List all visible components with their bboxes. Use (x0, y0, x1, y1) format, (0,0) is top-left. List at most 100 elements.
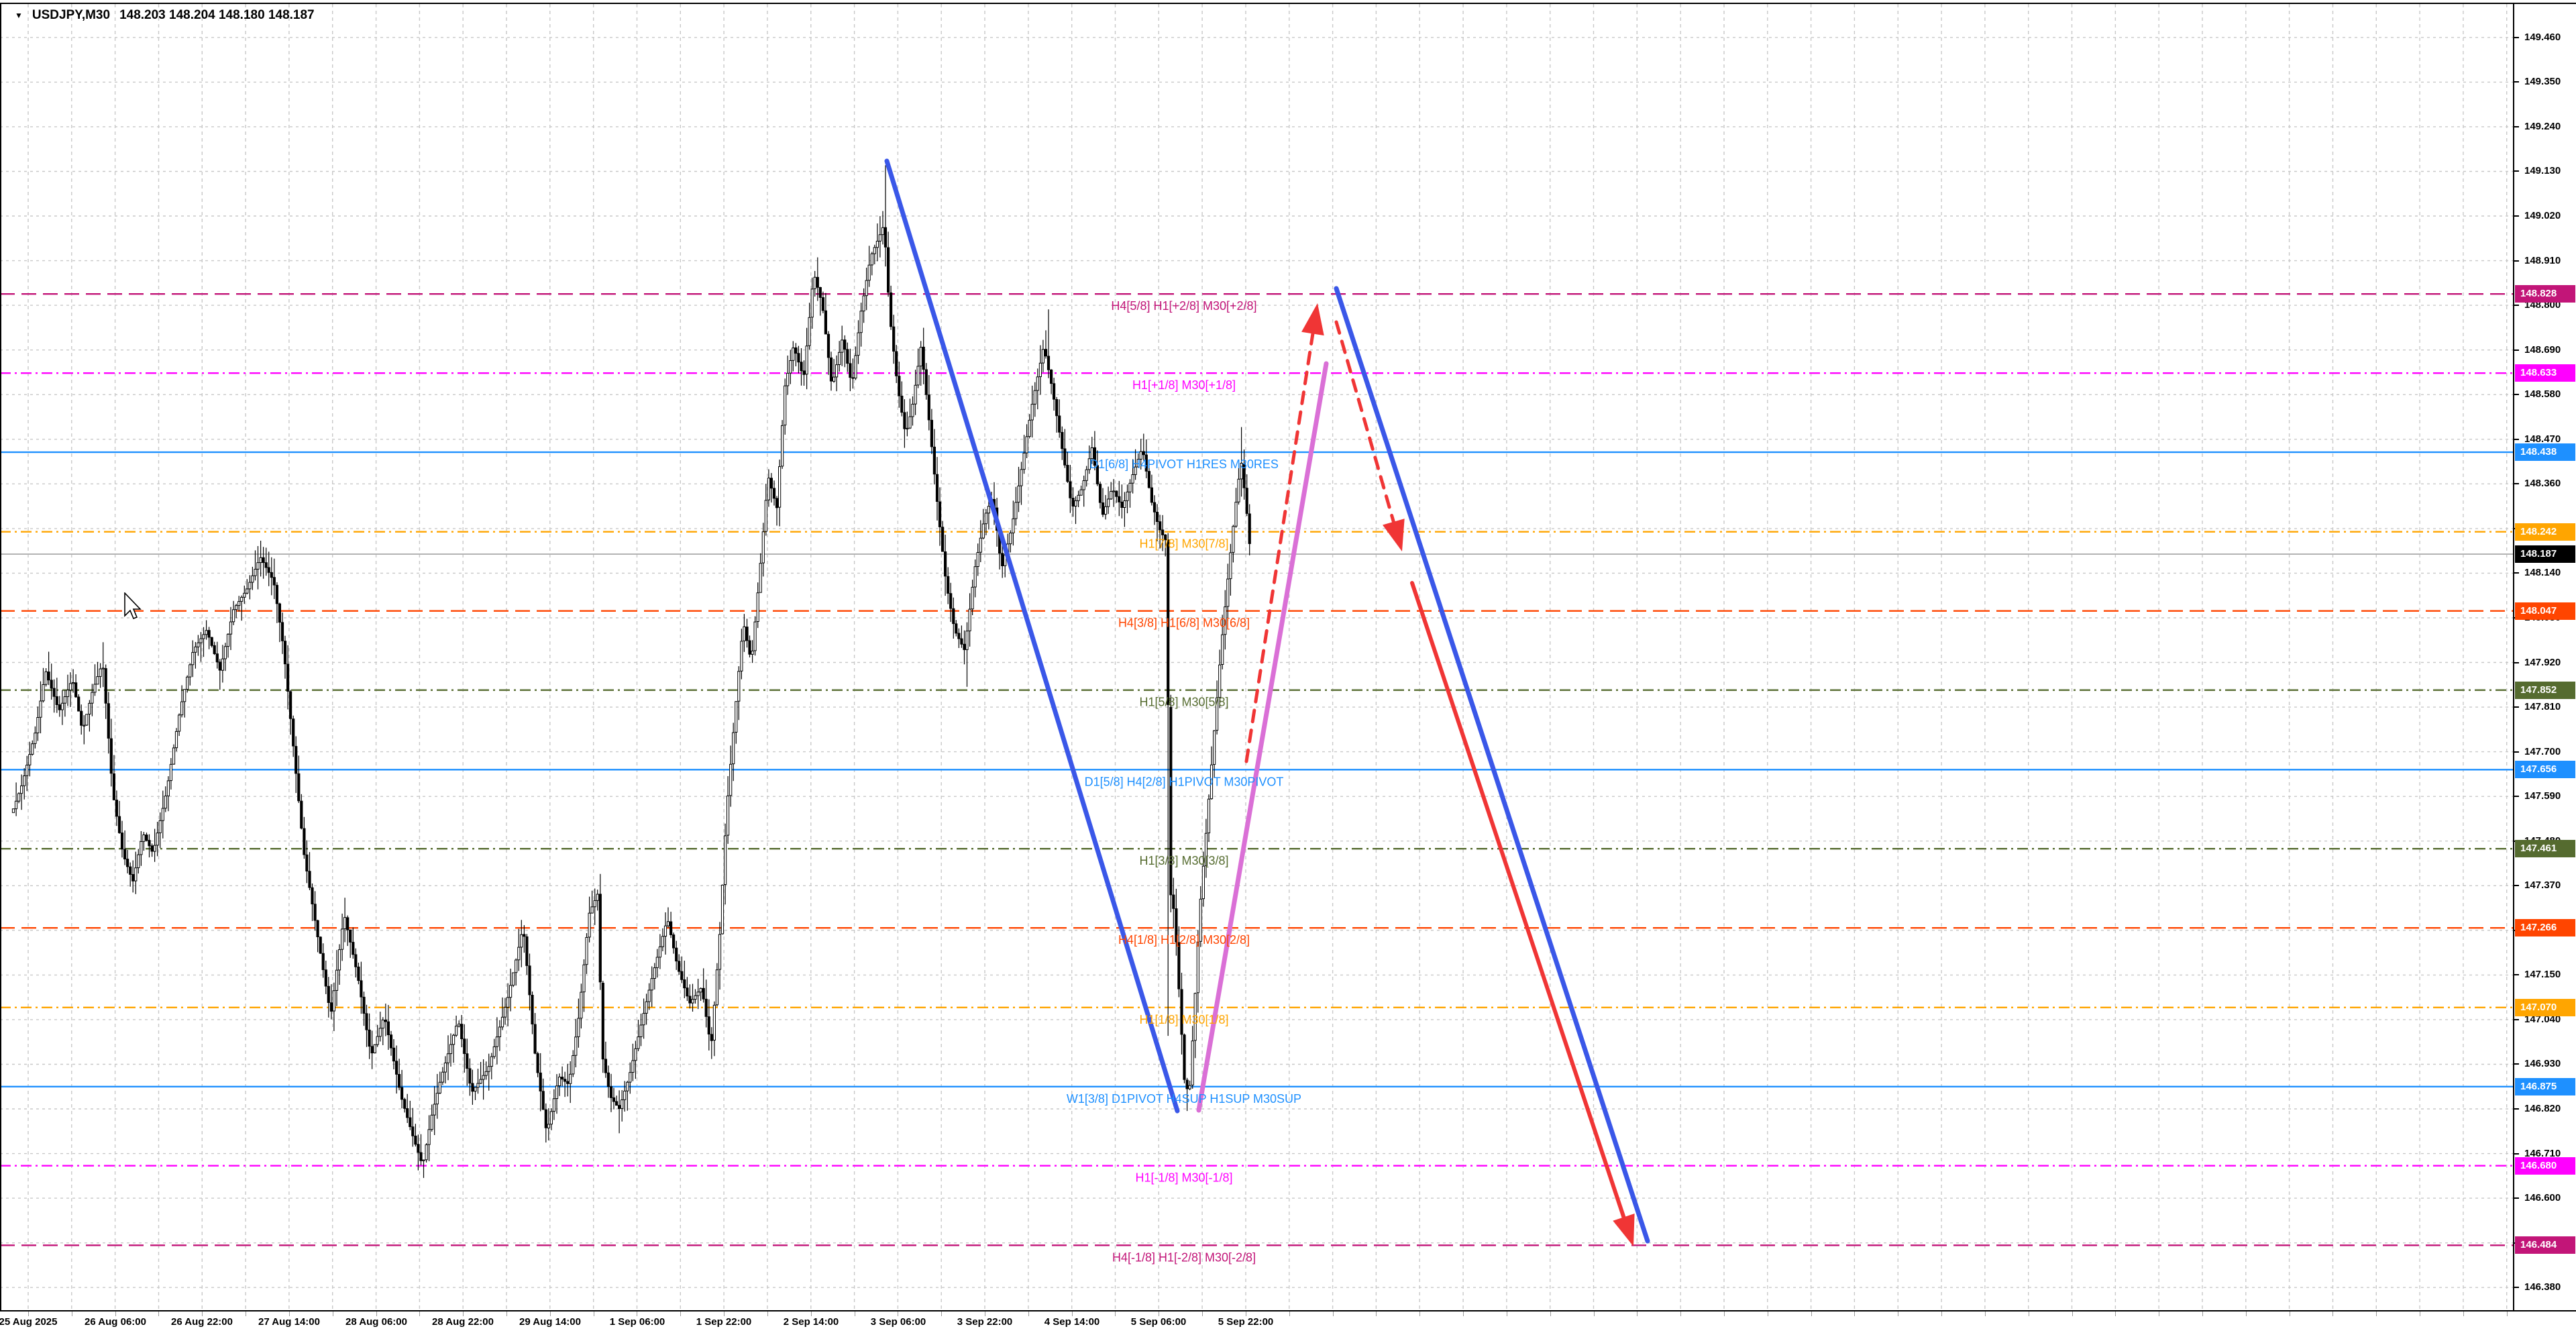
candle-body (134, 867, 138, 881)
candle-body (598, 894, 602, 983)
candle-body (172, 747, 176, 765)
candle-body (680, 971, 684, 980)
candle-body (112, 773, 116, 800)
time-tick-mark (289, 1311, 290, 1316)
time-tick-mark (28, 1311, 29, 1316)
candle-body (857, 332, 860, 356)
candle-body (158, 820, 162, 834)
candle-body (669, 921, 673, 935)
candle-body (593, 900, 596, 908)
candle-body (1063, 448, 1067, 466)
candle-body (960, 638, 963, 645)
candle-body (1196, 941, 1199, 994)
candle-body (83, 725, 86, 727)
candle-body (1020, 469, 1023, 486)
candle-body (243, 592, 246, 598)
candle-body (398, 1074, 401, 1088)
candle-body (417, 1144, 420, 1153)
candle-body (1028, 419, 1031, 437)
candle-body (482, 1075, 485, 1080)
candle-body (531, 995, 534, 1024)
candle-body (197, 642, 200, 647)
candle-body (1169, 706, 1173, 896)
candle-body (789, 360, 792, 374)
candle-body (1058, 415, 1061, 433)
candle-body (792, 347, 795, 361)
candle-body (577, 1018, 580, 1037)
arrowhead (1383, 519, 1405, 551)
chart-border-left (0, 3, 1, 1310)
candle-body (878, 234, 882, 242)
candle-body (588, 912, 591, 938)
murrey-label: H1[1/8] M30[1/8] (1139, 1013, 1228, 1026)
candle-body (107, 703, 110, 739)
candle-body (232, 609, 235, 623)
candle-body (120, 833, 124, 850)
candle-body (735, 701, 738, 733)
chart-canvas[interactable]: H4[5/8] H1[+2/8] M30[+2/8] H1[+1/8] M30[+… (0, 0, 2514, 1310)
candle-body (11, 808, 15, 813)
candle-body (590, 906, 594, 914)
candle-body (166, 780, 170, 796)
candle-body (1001, 553, 1004, 567)
candle-body (500, 1016, 504, 1028)
candle-body (117, 816, 121, 833)
candle-body (968, 608, 971, 631)
candle-body (1041, 349, 1045, 364)
candle-body (346, 917, 350, 930)
candle-body (1201, 865, 1205, 900)
time-axis[interactable]: 25 Aug 2025 26 Aug 06:00 26 Aug 22:00 27 Au… (0, 1311, 2576, 1339)
candle-body (552, 1098, 555, 1112)
candle-body (300, 800, 303, 828)
candle-body (52, 688, 56, 697)
candle-body (846, 349, 849, 364)
candle-body (634, 1048, 637, 1061)
chevron-down-icon[interactable]: ▼ (15, 11, 23, 20)
time-tick-label: 27 Aug 14:00 (258, 1316, 320, 1328)
time-tick-mark (2246, 1311, 2247, 1316)
price-tick-mark (2514, 126, 2519, 127)
candle-body (145, 835, 148, 841)
candle-body (932, 446, 936, 475)
price-axis[interactable]: 149.460 149.350 149.240 149.130 149.020 148.9… (2514, 0, 2576, 1310)
candle-body (286, 663, 290, 692)
time-tick-label: 3 Sep 22:00 (957, 1316, 1013, 1328)
candle-body (854, 355, 857, 379)
murrey-label: H1[7/8] M30[7/8] (1139, 537, 1228, 551)
murrey-label: H4[5/8] H1[+2/8] M30[+2/8] (1111, 299, 1256, 313)
candle-body (802, 370, 806, 375)
candle-body (1150, 487, 1154, 503)
mouse-cursor-icon (124, 592, 142, 620)
candle-body (150, 845, 154, 852)
time-tick-mark (1985, 1311, 1986, 1316)
candle-body (520, 934, 523, 948)
candle-body (865, 280, 868, 297)
price-tick-mark (2514, 572, 2519, 574)
price-tick-label: 149.130 (2524, 165, 2561, 176)
candle-body (137, 854, 140, 868)
candle-body (841, 339, 844, 353)
candle-body (533, 1024, 537, 1054)
candle-body (781, 425, 784, 467)
time-tick-mark (1811, 1311, 1812, 1316)
chart-plot: H4[5/8] H1[+2/8] M30[+2/8] H1[+1/8] M30[+… (0, 4, 2514, 1310)
candle-body (126, 859, 129, 867)
candle-body (1077, 494, 1080, 501)
candle-body (916, 366, 920, 386)
time-tick-mark (767, 1311, 768, 1316)
candle-body (544, 1109, 547, 1128)
candle-body (17, 793, 21, 802)
price-tick-label: 148.470 (2524, 433, 2561, 445)
candle-body (973, 566, 977, 588)
candle-body (1044, 349, 1048, 357)
candle-body (406, 1108, 409, 1118)
candle-body (384, 1019, 387, 1022)
candle-body (1234, 502, 1238, 527)
time-tick-mark (1594, 1311, 1595, 1316)
candle-body (1053, 383, 1056, 400)
candle-body (1115, 490, 1118, 497)
time-tick-mark (463, 1311, 464, 1316)
candle-body (748, 640, 751, 655)
candle-body (395, 1061, 398, 1075)
candle-body (778, 466, 782, 508)
